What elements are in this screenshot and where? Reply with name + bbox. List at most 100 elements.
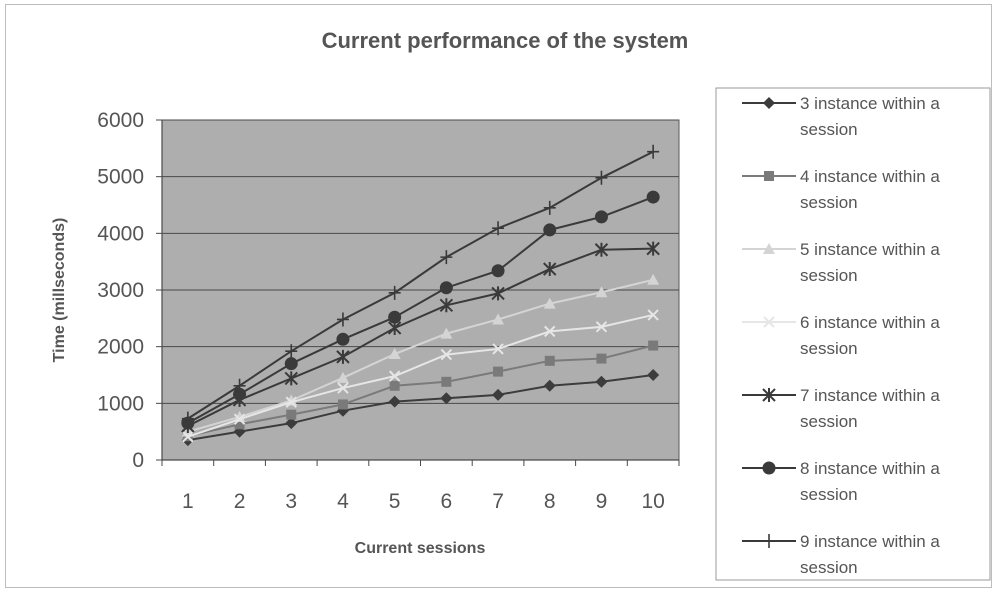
data-point bbox=[336, 312, 349, 327]
data-point bbox=[646, 241, 660, 256]
legend-label: 5 instance within a bbox=[800, 240, 940, 259]
data-point bbox=[284, 371, 298, 386]
x-tick-label: 1 bbox=[182, 490, 194, 513]
data-point bbox=[646, 190, 660, 204]
legend-label: 8 instance within a bbox=[800, 459, 940, 478]
chart-title: Current performance of the system bbox=[322, 28, 689, 53]
data-point bbox=[286, 409, 297, 420]
y-tick-label: 6000 bbox=[97, 109, 144, 132]
legend-label-cont: session bbox=[800, 412, 858, 431]
data-point bbox=[543, 297, 556, 309]
data-point bbox=[594, 210, 608, 224]
data-point bbox=[233, 413, 246, 425]
y-tick-label: 1000 bbox=[97, 392, 144, 415]
data-point bbox=[439, 281, 453, 295]
data-point bbox=[336, 349, 350, 364]
legend-item: 7 instance within a session bbox=[742, 386, 940, 431]
x-tick-label: 8 bbox=[544, 490, 556, 513]
legend-label-cont: session bbox=[800, 120, 858, 139]
series-line bbox=[187, 313, 654, 438]
data-point bbox=[596, 353, 607, 364]
data-point bbox=[595, 286, 608, 298]
data-point bbox=[181, 411, 194, 426]
data-point bbox=[648, 340, 659, 351]
gridlines bbox=[162, 119, 679, 404]
series-4 bbox=[182, 309, 659, 443]
y-tick-label: 4000 bbox=[97, 222, 144, 245]
x-tick-label: 3 bbox=[285, 490, 297, 513]
legend-label: 4 instance within a bbox=[800, 167, 940, 186]
data-point bbox=[234, 419, 245, 430]
data-point bbox=[491, 286, 505, 301]
data-point bbox=[762, 461, 776, 475]
data-point bbox=[284, 357, 298, 371]
legend-label: 3 instance within a bbox=[800, 94, 940, 113]
series-line bbox=[187, 150, 654, 420]
legend-label-cont: session bbox=[800, 266, 858, 285]
data-point bbox=[544, 325, 556, 338]
x-tick-label: 9 bbox=[596, 490, 608, 513]
data-point bbox=[440, 348, 453, 361]
series-6 bbox=[181, 190, 660, 430]
data-point bbox=[492, 313, 505, 325]
data-point bbox=[544, 355, 555, 366]
legend-label-cont: session bbox=[800, 485, 858, 504]
data-point bbox=[647, 273, 660, 285]
data-point bbox=[337, 399, 348, 410]
data-point bbox=[440, 250, 453, 265]
series-line bbox=[187, 374, 654, 442]
data-point bbox=[439, 298, 454, 313]
data-point bbox=[763, 243, 775, 254]
data-point bbox=[647, 309, 659, 321]
x-tick-label: 6 bbox=[441, 490, 453, 513]
legend-item: 9 instance within a session bbox=[742, 532, 940, 577]
data-point bbox=[763, 97, 775, 109]
data-point bbox=[233, 378, 246, 393]
data-point bbox=[440, 392, 453, 405]
series-line bbox=[187, 247, 654, 427]
series-7 bbox=[181, 144, 660, 426]
x-tick-label: 5 bbox=[389, 490, 401, 513]
x-tick-label: 7 bbox=[492, 490, 504, 513]
legend-label: 6 instance within a bbox=[800, 313, 940, 332]
data-point bbox=[647, 144, 660, 159]
data-point bbox=[285, 344, 298, 359]
series-line bbox=[187, 278, 654, 433]
legend-item: 8 instance within a session bbox=[742, 459, 940, 504]
legend-box bbox=[715, 87, 991, 581]
legend-label: 9 instance within a bbox=[800, 532, 940, 551]
data-point bbox=[492, 388, 505, 401]
data-point bbox=[336, 332, 350, 346]
x-tick-label: 2 bbox=[234, 490, 246, 513]
data-point bbox=[764, 171, 774, 181]
legend-item: 4 instance within a session bbox=[742, 167, 940, 212]
legend-label: 7 instance within a bbox=[800, 386, 940, 405]
data-point bbox=[336, 371, 349, 383]
y-axis-title: Time (millseconds) bbox=[51, 218, 68, 363]
data-point bbox=[595, 375, 608, 388]
data-point bbox=[543, 200, 556, 215]
data-point bbox=[595, 321, 608, 333]
data-point bbox=[647, 369, 660, 381]
legend-item: 3 instance within a session bbox=[742, 94, 940, 139]
x-tick-label: 10 bbox=[641, 490, 664, 513]
legend-item: 6 instance within a session bbox=[742, 313, 940, 358]
y-tick-label: 5000 bbox=[97, 166, 144, 189]
data-point bbox=[182, 431, 194, 443]
legend-item: 5 instance within a session bbox=[742, 240, 940, 285]
data-point bbox=[285, 396, 297, 408]
legend: 3 instance within a session 4 instance wit… bbox=[742, 94, 940, 577]
data-point bbox=[285, 417, 298, 430]
series-line bbox=[187, 344, 654, 438]
data-point bbox=[491, 264, 505, 278]
axes: 0 1000 2000 3000 4000 5000 6000 1 2 3 4 5 6 7 8 9 10 bbox=[97, 109, 680, 513]
data-point bbox=[763, 534, 775, 548]
data-point bbox=[492, 343, 504, 355]
series-layer bbox=[181, 144, 660, 447]
data-point bbox=[388, 285, 401, 300]
data-point bbox=[388, 348, 401, 360]
legend-label-cont: session bbox=[800, 558, 858, 577]
data-point bbox=[389, 380, 400, 391]
x-axis-title: Current sessions bbox=[355, 540, 486, 557]
